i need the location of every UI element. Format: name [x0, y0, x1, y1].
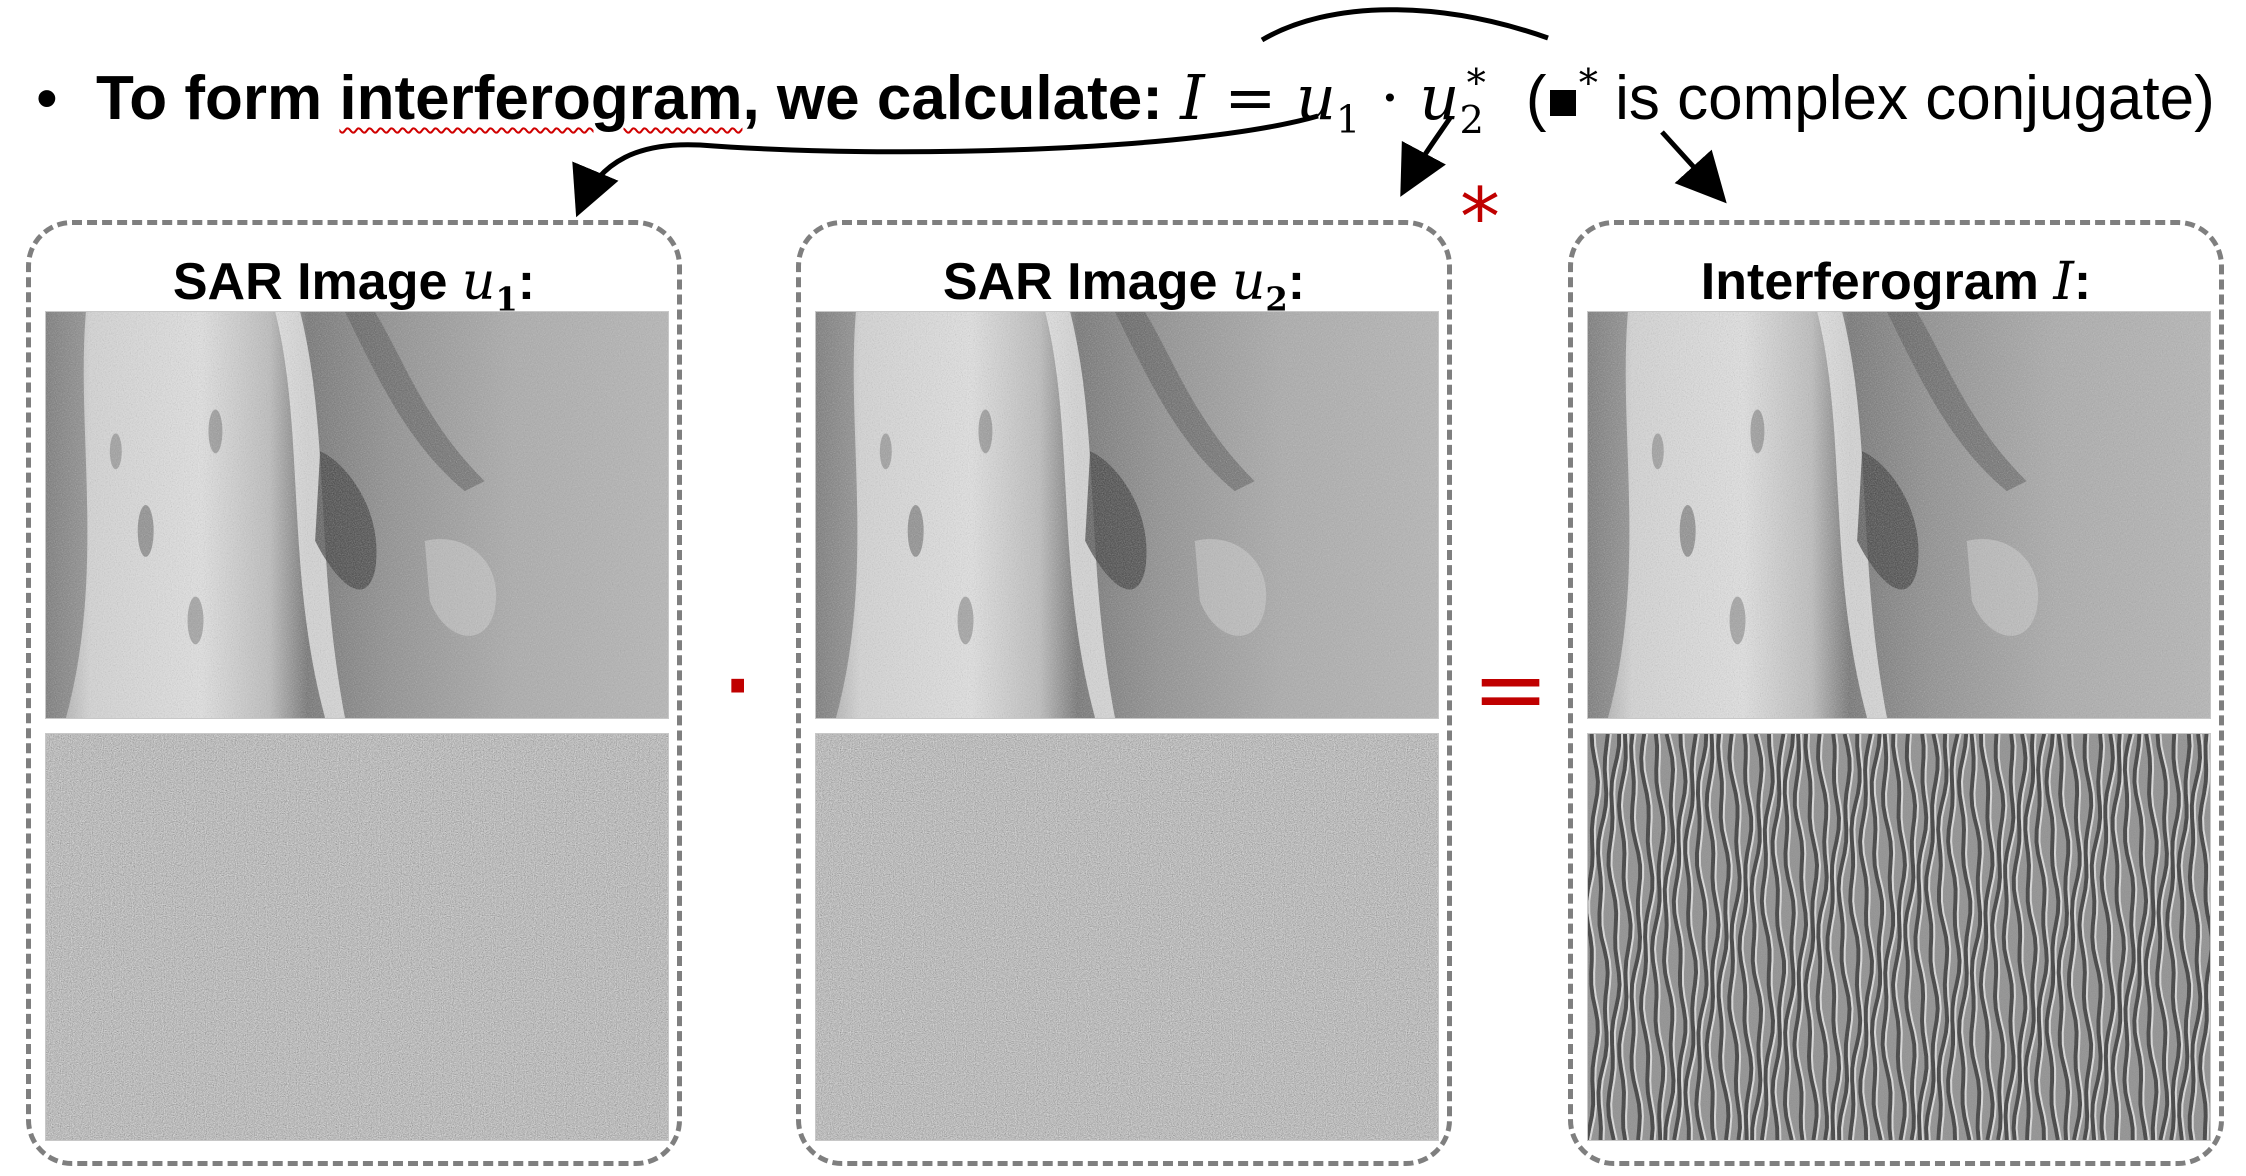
note-star: *	[1578, 61, 1598, 106]
square-icon	[1549, 89, 1576, 116]
interferogram-amplitude-image	[1587, 311, 2211, 719]
arc-over-formula	[1260, 7, 1549, 43]
panel-interferogram: Interferogram I:	[1568, 220, 2224, 1166]
interferogram-fringe-image	[1587, 733, 2211, 1141]
conjugate-star: *	[1460, 171, 1500, 264]
bullet: •	[36, 64, 58, 134]
panel-title-u1: SAR Image u1:	[172, 252, 536, 319]
formula-sub2: 2	[1459, 97, 1484, 143]
note-text: is complex conjugate)	[1597, 64, 2215, 134]
panel-title-u2: SAR Image u2:	[942, 252, 1306, 319]
panel-sar-u2: SAR Image u2:	[796, 220, 1452, 1166]
formula-u2: u	[1419, 61, 1460, 135]
formula-dot: ·	[1360, 61, 1420, 135]
sar-phase-image-u2	[815, 733, 1439, 1141]
panel-sar-u1: SAR Image u1:	[26, 220, 682, 1166]
formula-star: *	[1466, 61, 1486, 106]
header-lead-b: , we calculate:	[742, 64, 1181, 134]
header-lead-a: To form	[96, 64, 340, 134]
sar-amplitude-image-u2	[815, 311, 1439, 719]
sar-amplitude-image-u1	[45, 311, 669, 719]
arrow-to-u1	[572, 113, 1319, 218]
arrow-to-u2	[1400, 116, 1453, 197]
arrow-to-interferogram	[1660, 130, 1727, 204]
header-lead-underlined: interferogram	[339, 64, 743, 134]
header-line: • To form interferogram, we calculate: I …	[36, 44, 2215, 143]
formula-eq: =	[1204, 61, 1296, 135]
sar-phase-image-u1	[45, 733, 669, 1141]
formula-I: I	[1180, 61, 1205, 135]
equals-sign: =	[1472, 636, 1550, 743]
note-open: (	[1525, 64, 1547, 134]
multiply-dot: ·	[724, 644, 752, 728]
formula-sub1: 1	[1335, 97, 1361, 143]
panel-title-interferogram: Interferogram I:	[1700, 252, 2092, 312]
